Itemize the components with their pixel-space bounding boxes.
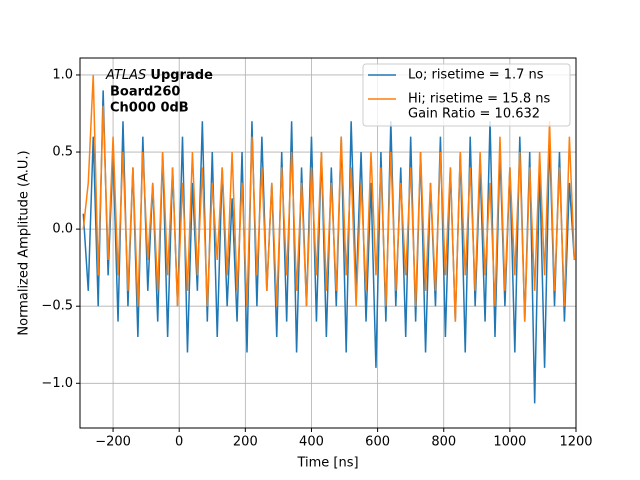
series-line: [82, 74, 576, 322]
x-tick-label: 0: [175, 435, 183, 450]
legend-note: Gain Ratio = 10.632: [408, 107, 540, 122]
y-axis-label: Normalized Amplitude (A.U.): [17, 150, 32, 335]
annotation: ATLAS Upgrade: [105, 68, 213, 83]
plot-area: [82, 74, 576, 404]
y-tick-label: 1.0: [52, 67, 73, 82]
legend: Lo; risetime = 1.7 ns Hi; risetime = 15.8…: [362, 63, 571, 127]
y-tick-label: 0.5: [52, 145, 73, 160]
x-tick-label: 200: [233, 435, 258, 450]
ticks: −200 0 200 400 600 800 1000 1200 −1.0 −0.5 0.0 0.5 1…: [41, 67, 592, 449]
annotation-line: Board260: [110, 85, 180, 100]
x-tick-label: 1000: [493, 435, 526, 450]
axes-frame: [79, 57, 577, 429]
x-tick-label: 400: [299, 435, 324, 450]
x-axis-label: Time [ns]: [296, 456, 358, 471]
y-tick-label: −1.0: [41, 376, 73, 391]
x-tick-label: 800: [431, 435, 456, 450]
y-tick-label: −0.5: [41, 299, 73, 314]
legend-label: Hi; risetime = 15.8 ns: [408, 92, 550, 107]
x-tick-label: 1200: [559, 435, 592, 450]
annotation-line: Ch000 0dB: [110, 101, 189, 116]
y-tick-label: 0.0: [52, 222, 73, 237]
x-tick-label: 600: [365, 435, 390, 450]
annotation-experiment: ATLAS: [105, 68, 146, 83]
legend-label: Lo; risetime = 1.7 ns: [408, 68, 544, 83]
annotation-label: Upgrade: [150, 68, 213, 83]
x-tick-label: −200: [95, 435, 131, 450]
legend-box: [362, 63, 571, 127]
